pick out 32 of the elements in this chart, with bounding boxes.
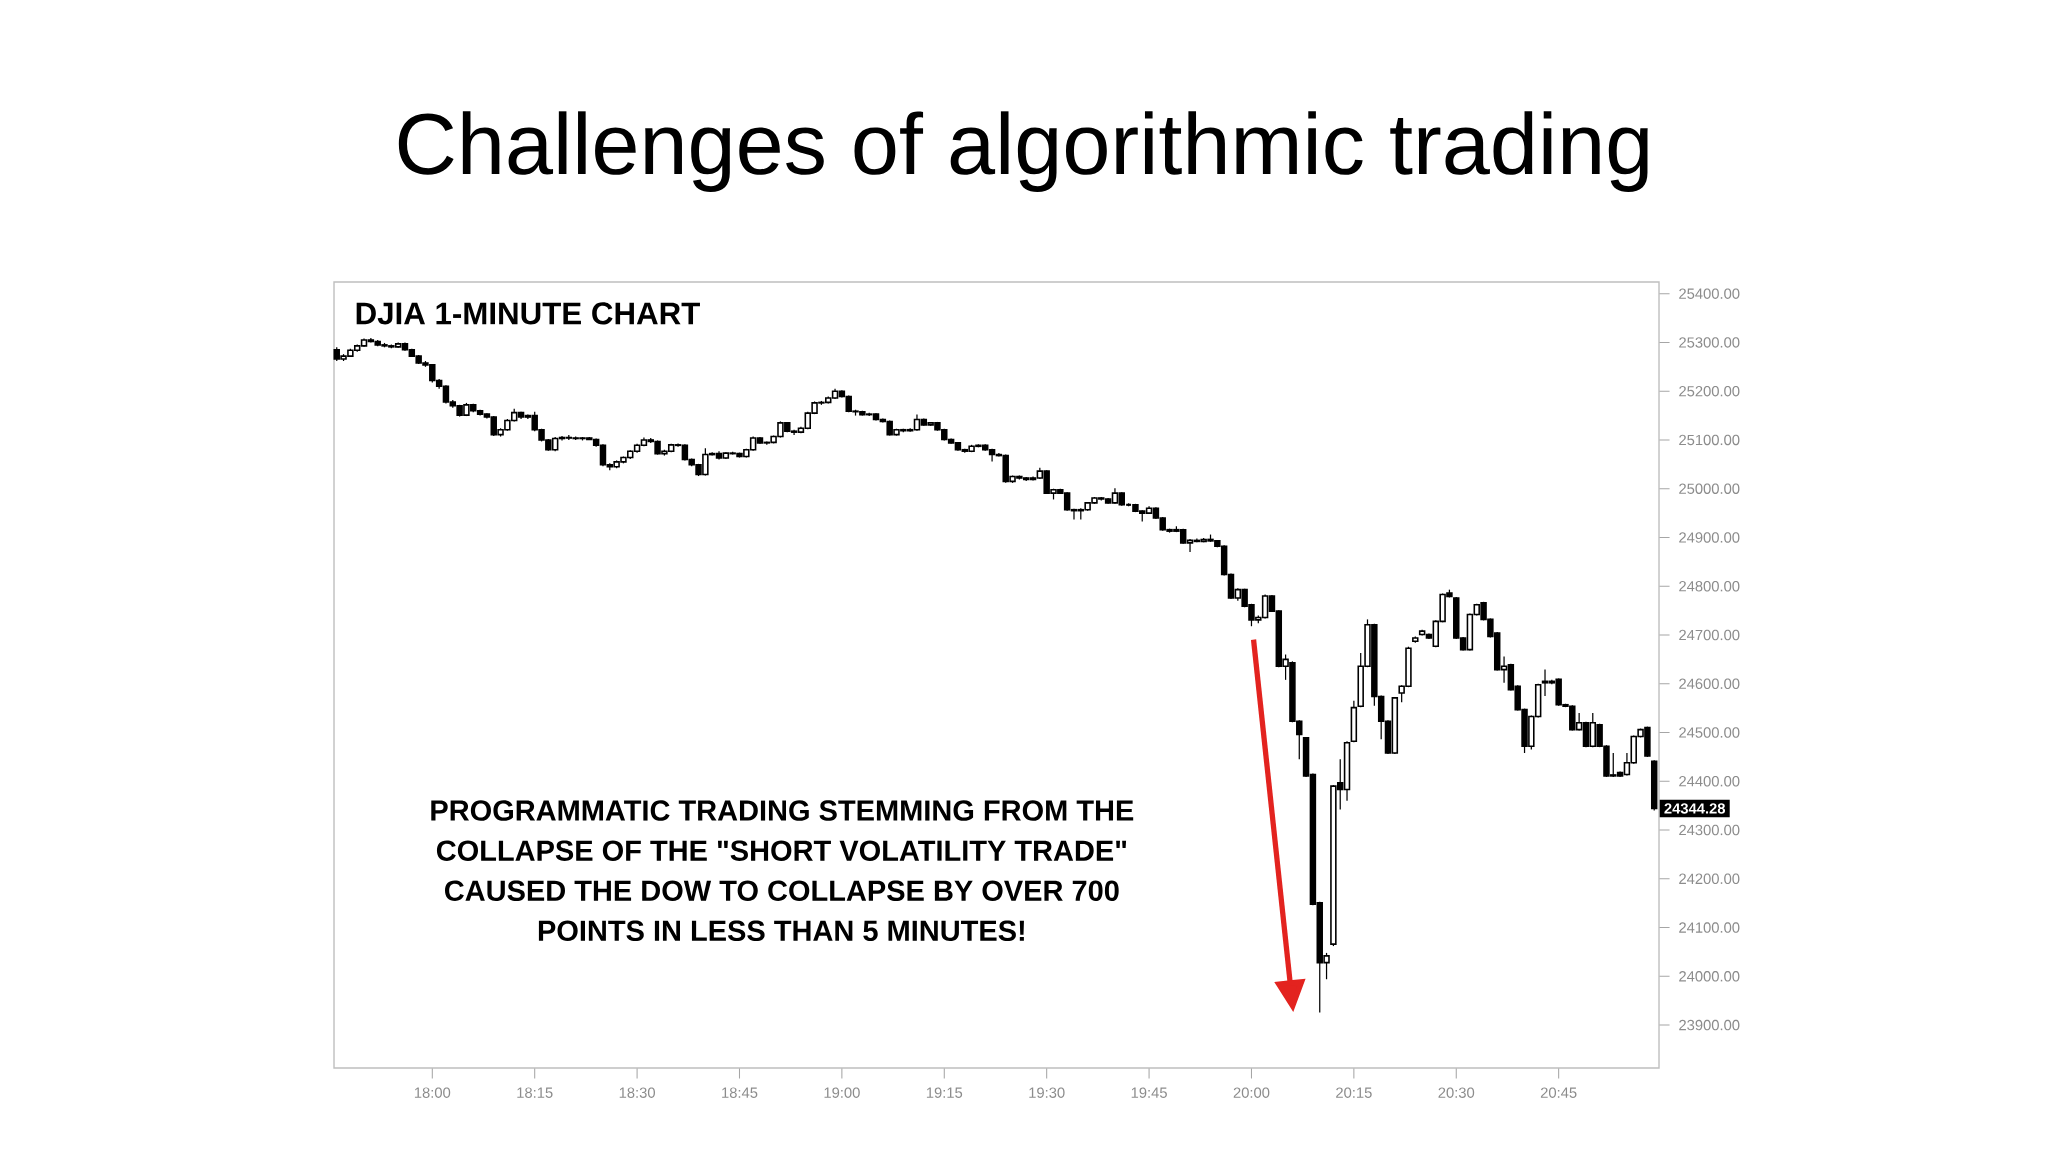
x-tick-label: 18:15 (517, 1087, 553, 1098)
x-tick-label: 19:30 (1029, 1087, 1065, 1098)
x-tick-label: 19:45 (1131, 1087, 1167, 1098)
x-tick-label: 20:00 (1233, 1087, 1270, 1098)
text: 24344.28 (1664, 803, 1726, 814)
y-tick-label: 24900.00 (1679, 532, 1740, 543)
y-tick-label: 25100.00 (1679, 434, 1740, 446)
y-tick-label: 25400.00 (1679, 288, 1740, 299)
y-tick-label: 24500.00 (1679, 727, 1740, 738)
y-tick-label: 24600.00 (1679, 678, 1740, 690)
y-tick-label: 24200.00 (1679, 873, 1740, 885)
y-tick-label: 24800.00 (1679, 581, 1740, 592)
x-tick-label: 20:30 (1438, 1087, 1475, 1098)
y-tick-label: 25300.00 (1679, 337, 1740, 348)
annotation: PROGRAMMATIC TRADING STEMMING FROM THE COLLAPSE OF THE "SHORT VOLATILITY TRADE" CAUSED THE DOW TO COLLAPSE BY OVER 700 POINTS IN LESS THAN 5 MINUTES! (431, 800, 1134, 942)
y-tick-label: 25200.00 (1679, 385, 1740, 397)
x-tick-label: 19:00 (824, 1087, 860, 1098)
x-tick-label: 19:15 (926, 1087, 963, 1098)
y-tick-label: 24300.00 (1679, 824, 1740, 836)
x-tick-label: 20:15 (1336, 1087, 1372, 1098)
x-tick-label: 18:30 (619, 1087, 656, 1098)
y-tick-label: 24100.00 (1679, 922, 1740, 933)
y-tick-label: 24000.00 (1679, 971, 1740, 982)
y-tick-label: 24700.00 (1679, 629, 1740, 641)
chart-title: Challenges of algorithmic trading (398, 111, 1648, 192)
y-tick-label: 25000.00 (1679, 483, 1740, 494)
x-tick-label: 18:00 (414, 1087, 451, 1098)
y-tick-label: 24400.00 (1679, 776, 1740, 787)
y-tick-label: 23900.00 (1679, 1019, 1740, 1031)
x-tick-label: 18:45 (722, 1087, 758, 1098)
text: DJIA 1-MINUTE CHART (356, 302, 700, 325)
x-tick-label: 20:45 (1540, 1087, 1577, 1098)
